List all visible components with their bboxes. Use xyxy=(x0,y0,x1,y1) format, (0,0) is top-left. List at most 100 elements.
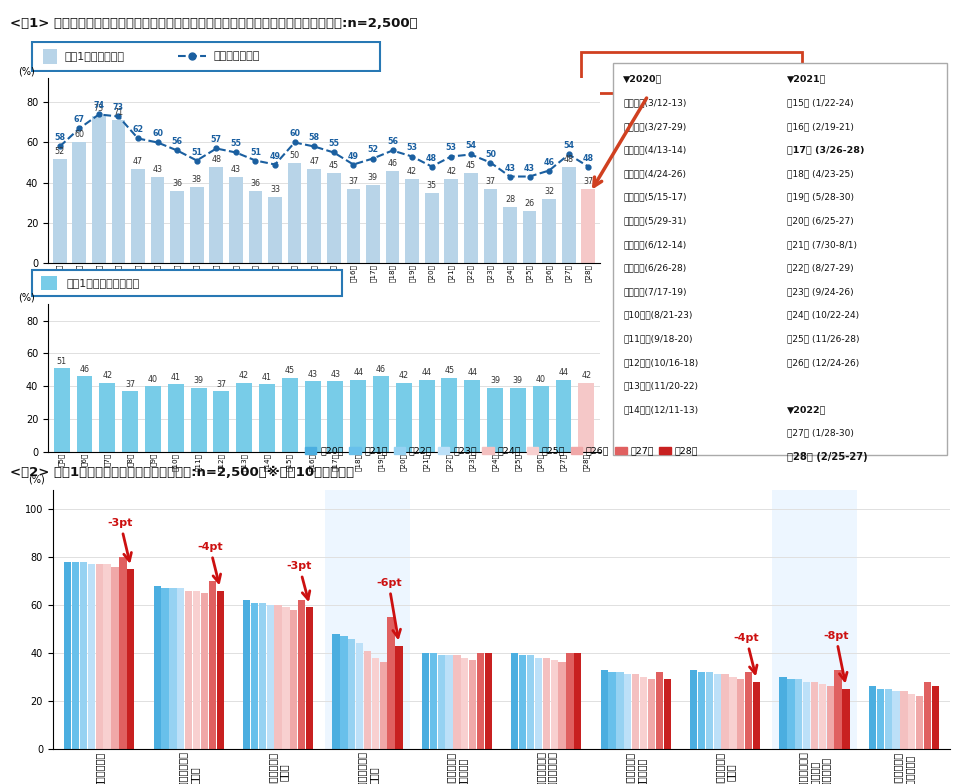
Bar xyxy=(876,689,884,749)
Bar xyxy=(209,166,223,263)
Text: 37: 37 xyxy=(583,176,593,186)
Text: 26: 26 xyxy=(524,198,535,208)
Text: 43: 43 xyxy=(524,164,535,172)
Text: 42: 42 xyxy=(239,372,250,380)
Text: 41: 41 xyxy=(262,373,272,382)
Text: 56: 56 xyxy=(172,137,182,147)
Text: 52: 52 xyxy=(368,146,378,154)
Bar xyxy=(884,689,892,749)
Bar xyxy=(834,670,842,749)
Bar xyxy=(236,383,252,452)
Text: 第20回 (6/25-27): 第20回 (6/25-27) xyxy=(787,216,853,225)
Bar xyxy=(445,655,453,749)
Text: 43: 43 xyxy=(231,165,241,173)
Bar xyxy=(258,603,266,749)
Bar xyxy=(41,275,58,291)
Bar xyxy=(53,158,66,263)
Text: 48: 48 xyxy=(211,154,222,164)
Bar xyxy=(624,674,632,749)
Bar xyxy=(379,662,387,749)
Text: (%): (%) xyxy=(17,292,35,303)
Text: 第７回　(6/12-14): 第７回 (6/12-14) xyxy=(623,240,686,249)
Bar xyxy=(542,658,550,749)
Text: 47: 47 xyxy=(309,157,320,165)
Bar xyxy=(347,188,360,263)
Bar xyxy=(268,197,282,263)
Bar xyxy=(562,166,576,263)
Text: 42: 42 xyxy=(103,372,112,380)
Text: -3pt: -3pt xyxy=(287,561,312,599)
Bar xyxy=(745,672,753,749)
Bar xyxy=(484,188,497,263)
FancyBboxPatch shape xyxy=(32,270,343,296)
Bar xyxy=(92,117,106,263)
Text: 49: 49 xyxy=(348,151,359,161)
Bar xyxy=(298,601,305,749)
Bar xyxy=(453,655,461,749)
Text: 46: 46 xyxy=(543,158,555,166)
Bar xyxy=(601,670,608,749)
Text: 第13回　(11/20-22): 第13回 (11/20-22) xyxy=(623,382,698,390)
Text: 60: 60 xyxy=(152,129,163,139)
Bar xyxy=(795,679,803,749)
Bar xyxy=(908,694,916,749)
Text: 33: 33 xyxy=(270,184,280,194)
Text: -8pt: -8pt xyxy=(823,631,849,681)
Text: 40: 40 xyxy=(536,375,545,383)
Bar xyxy=(259,384,275,452)
Text: 56: 56 xyxy=(387,137,398,147)
Text: 74: 74 xyxy=(93,101,105,111)
Bar xyxy=(77,376,92,452)
Text: 50: 50 xyxy=(485,150,496,158)
Bar xyxy=(487,388,503,452)
Text: 45: 45 xyxy=(328,161,339,169)
Bar xyxy=(648,679,655,749)
Text: 第25回 (11/26-28): 第25回 (11/26-28) xyxy=(787,334,859,343)
Bar xyxy=(229,176,243,263)
Bar xyxy=(168,384,183,452)
Text: <図1> 新型コロナウイルスに対する不安度・将来への不安度・ストレス度　（単一回答:n=2,500）: <図1> 新型コロナウイルスに対する不安度・将来への不安度・ストレス度 （単一回… xyxy=(10,17,418,30)
Bar xyxy=(43,49,58,64)
Text: 36: 36 xyxy=(251,179,260,187)
Text: 第21回 (7/30-8/1): 第21回 (7/30-8/1) xyxy=(787,240,857,249)
Bar xyxy=(251,603,258,749)
Bar xyxy=(787,679,795,749)
Legend: 第20回, 第21回, 第22回, 第23回, 第24回, 第25回, 第26回, 第27回, 第28回: 第20回, 第21回, 第22回, 第23回, 第24回, 第25回, 第26回… xyxy=(301,443,702,459)
Text: 不安度、ストレス度ともに減少: 不安度、ストレス度ともに減少 xyxy=(638,66,744,78)
Bar xyxy=(444,179,458,263)
Text: (%): (%) xyxy=(17,67,35,77)
Text: 53: 53 xyxy=(407,143,418,153)
Bar xyxy=(249,191,262,263)
Text: 44: 44 xyxy=(468,368,477,377)
Bar xyxy=(556,379,571,452)
Text: 42: 42 xyxy=(407,166,418,176)
Bar xyxy=(332,633,340,749)
Bar xyxy=(566,653,573,749)
Text: 54: 54 xyxy=(564,141,574,151)
Bar xyxy=(372,658,379,749)
Text: 第17回 (3/26-28): 第17回 (3/26-28) xyxy=(787,146,864,154)
Bar xyxy=(388,617,395,749)
Text: 43: 43 xyxy=(153,165,162,173)
Bar xyxy=(208,581,216,749)
Text: 67: 67 xyxy=(74,115,84,125)
Bar xyxy=(169,588,177,749)
Bar xyxy=(127,569,134,749)
Text: 53: 53 xyxy=(445,143,457,153)
Text: -3pt: -3pt xyxy=(108,518,133,561)
Text: 第28回 (2/25-27): 第28回 (2/25-27) xyxy=(787,452,868,463)
Bar xyxy=(690,670,697,749)
Text: 39: 39 xyxy=(490,376,500,385)
Bar xyxy=(348,638,355,749)
Bar xyxy=(442,378,457,452)
Text: 48: 48 xyxy=(583,154,594,162)
Bar xyxy=(64,562,71,749)
Bar xyxy=(780,677,786,749)
Text: 28: 28 xyxy=(505,194,515,204)
Bar xyxy=(267,605,274,749)
Text: 直近1週間の不安度: 直近1週間の不安度 xyxy=(64,52,125,61)
Bar xyxy=(698,672,706,749)
Bar xyxy=(616,672,624,749)
Text: 47: 47 xyxy=(133,157,143,165)
Bar xyxy=(154,586,161,749)
